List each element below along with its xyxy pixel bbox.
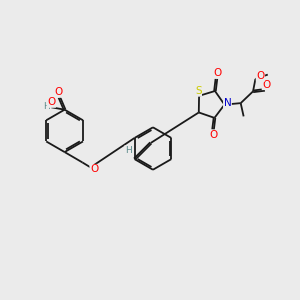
Text: O: O	[262, 80, 270, 90]
Text: S: S	[195, 86, 202, 96]
Text: H: H	[43, 102, 50, 111]
Text: O: O	[47, 97, 56, 107]
Text: O: O	[209, 130, 217, 140]
Text: N: N	[224, 98, 231, 108]
Text: H: H	[125, 146, 131, 155]
Text: O: O	[213, 68, 221, 78]
Text: O: O	[256, 71, 265, 81]
Text: O: O	[90, 164, 98, 174]
Text: O: O	[54, 87, 63, 97]
